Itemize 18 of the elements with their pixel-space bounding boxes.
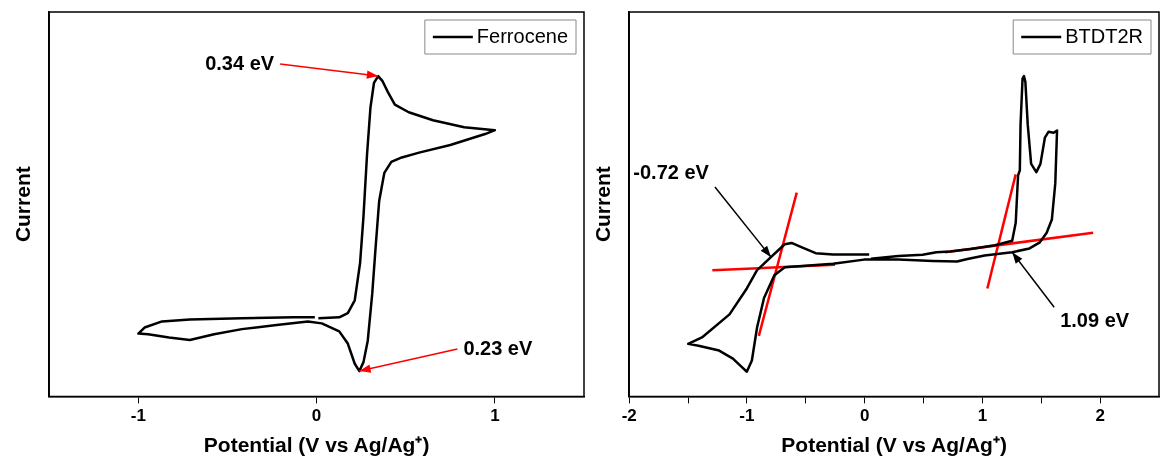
legend-label: BTDT2R <box>1065 24 1144 47</box>
annotation: 1.09 eV <box>1060 308 1130 331</box>
legend-label: Ferrocene <box>476 24 568 47</box>
x-axis-title: Potential (V vs Ag/Ag⁺) <box>203 433 430 457</box>
x-tick-label: -1 <box>739 406 755 426</box>
y-axis-title: Current <box>11 166 35 243</box>
x-tick-label: -1 <box>130 406 146 426</box>
x-tick-label: 0 <box>859 406 870 426</box>
x-tick-label: 0 <box>311 406 322 426</box>
x-tick-label: 1 <box>977 406 988 426</box>
x-tick-label: 2 <box>1095 406 1105 426</box>
x-tick-label: 1 <box>490 406 500 426</box>
annotation: -0.72 eV <box>633 160 710 183</box>
y-axis-title: Current <box>591 166 615 243</box>
annotation: 0.23 eV <box>463 336 533 359</box>
x-tick-label: -2 <box>621 406 637 426</box>
annotation: 0.34 eV <box>205 51 275 74</box>
x-axis-title: Potential (V vs Ag/Ag⁺) <box>781 433 1007 457</box>
